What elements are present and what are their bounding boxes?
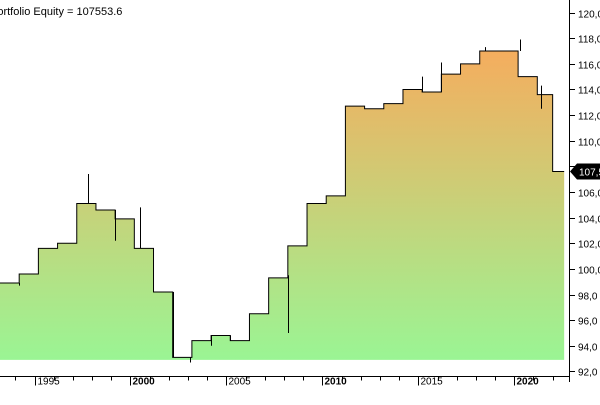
equity-area	[0, 51, 564, 360]
last-value-label: 107,5	[579, 167, 600, 178]
y-tick-label: 114,0	[578, 86, 600, 97]
y-tick-label: 104,0	[578, 215, 600, 226]
x-tick-label: 2015	[421, 377, 444, 388]
x-tick-label: 2000	[133, 377, 156, 388]
y-tick-label: 118,0	[578, 35, 600, 46]
x-tick-label: 1995	[38, 377, 61, 388]
x-tick-label: 2020	[517, 377, 540, 388]
y-tick-label: 110,0	[578, 138, 600, 149]
y-tick-label: 106,0	[578, 189, 600, 200]
y-tick-label: 92,0	[578, 368, 598, 379]
y-tick-label: 100,0	[578, 266, 600, 277]
y-tick-label: 116,0	[578, 61, 600, 72]
x-tick-label: 2010	[325, 377, 348, 388]
chart-title: Portfolio Equity = 107553.6	[0, 6, 122, 18]
y-tick-label: 98,0	[578, 292, 598, 303]
y-tick-label: 96,0	[578, 317, 598, 328]
equity-area-layer	[0, 51, 564, 360]
y-tick-label: 94,0	[578, 343, 598, 354]
y-tick-label: 112,0	[578, 112, 600, 123]
x-tick-label: 2005	[229, 377, 252, 388]
y-tick-label: 120,0	[578, 10, 600, 21]
y-tick-label: 102,0	[578, 240, 600, 251]
